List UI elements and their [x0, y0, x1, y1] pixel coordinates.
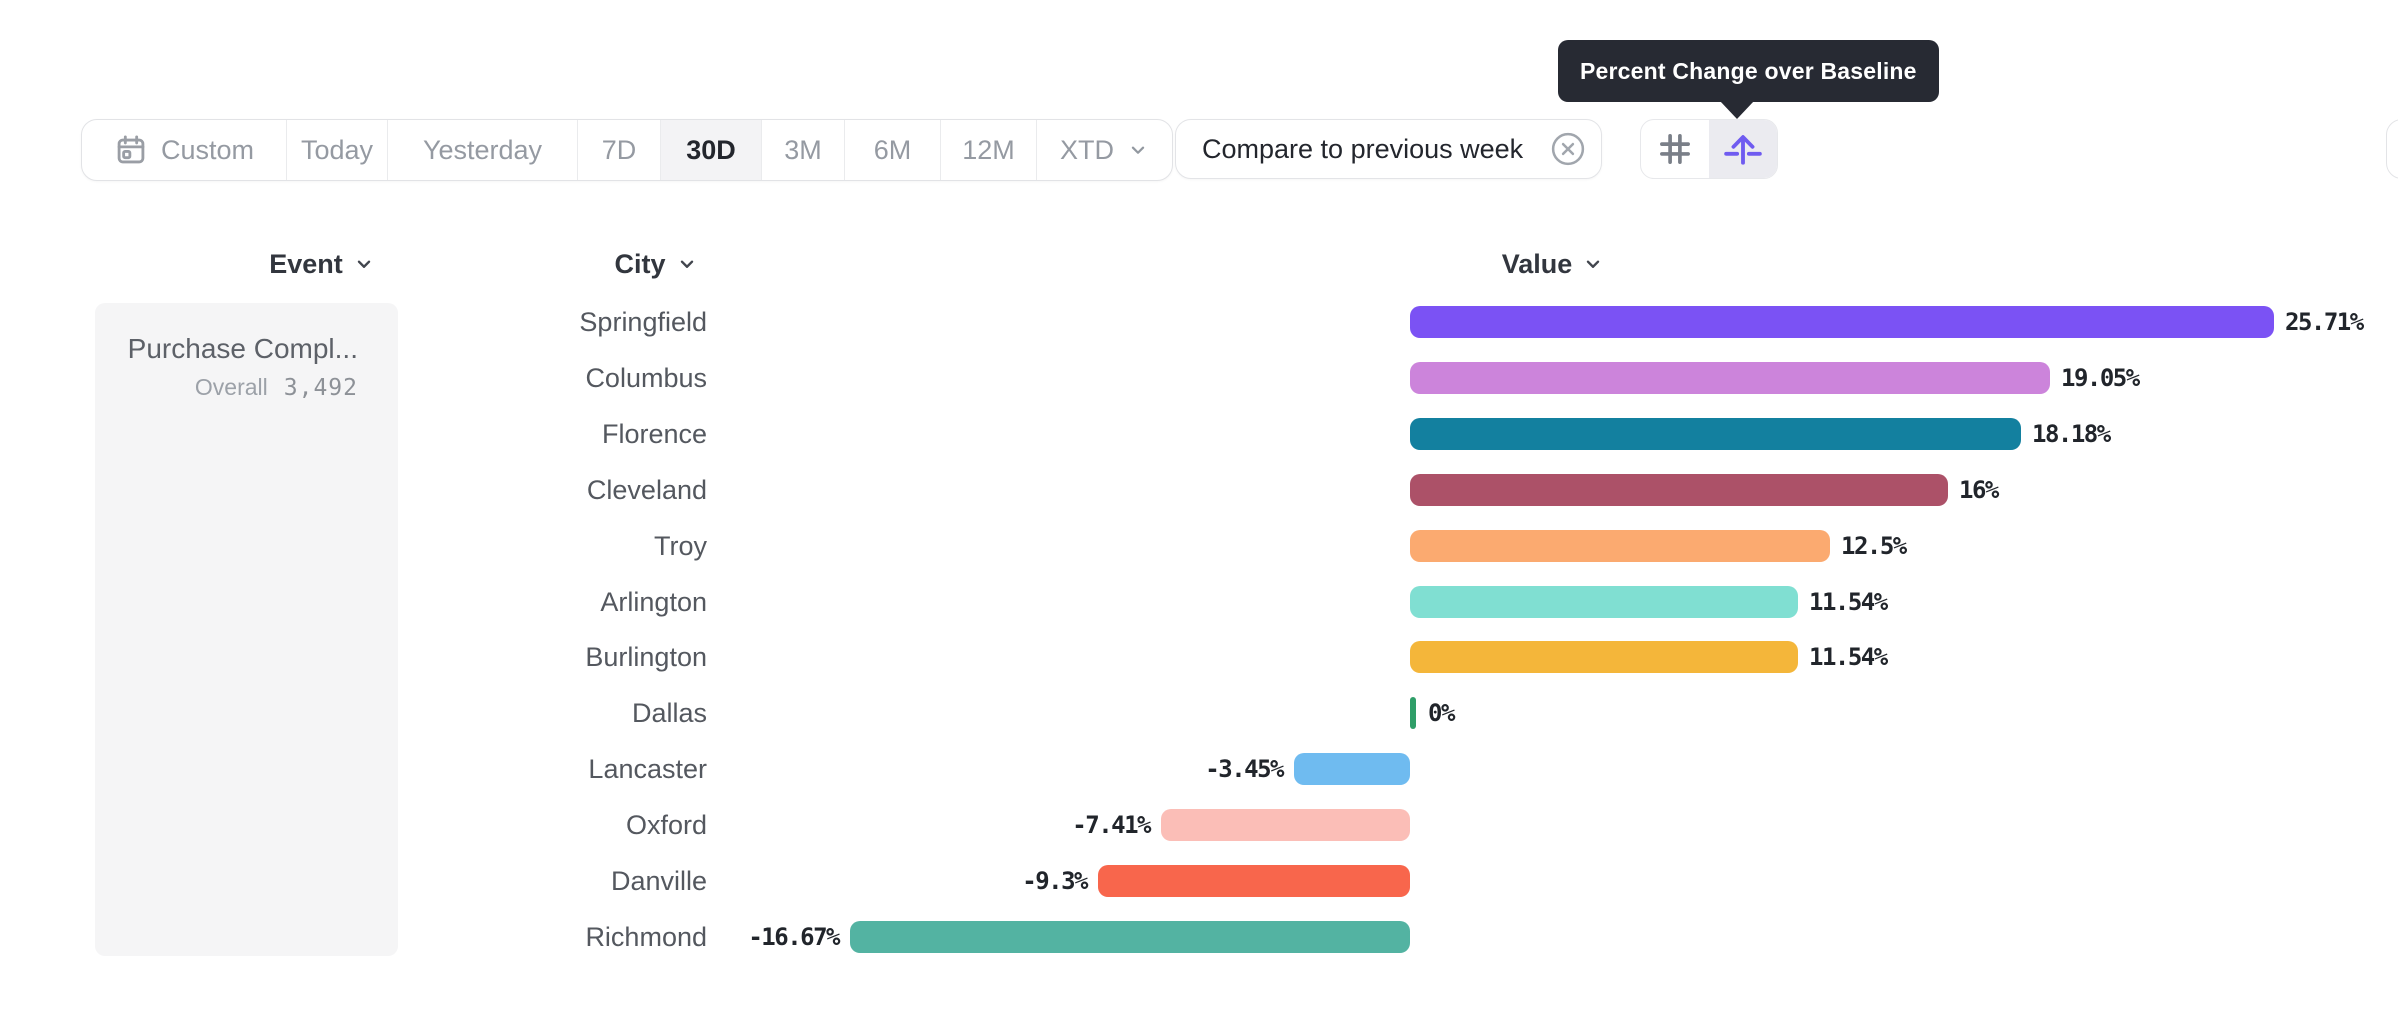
date-range-label: 6M — [873, 134, 912, 165]
arrow-up-baseline-icon — [1721, 127, 1765, 171]
calendar-icon — [114, 133, 148, 167]
city-label: Lancaster — [588, 754, 707, 784]
column-header-city[interactable]: City — [571, 247, 741, 281]
date-range-xtd[interactable]: XTD — [1036, 120, 1172, 180]
city-label: Florence — [601, 419, 707, 449]
date-range-label: Custom — [160, 134, 255, 165]
bar-danville[interactable] — [1098, 865, 1410, 897]
event-card[interactable]: Purchase Compl... Overall 3,492 — [95, 303, 398, 956]
date-range-6m[interactable]: 6M — [844, 120, 940, 180]
city-label: Cleveland — [586, 475, 707, 505]
date-range-label: 30D — [686, 134, 736, 165]
column-header-city-label: City — [614, 248, 666, 279]
date-range-12m[interactable]: 12M — [940, 120, 1036, 180]
city-label: Burlington — [585, 642, 707, 672]
tooltip: Percent Change over Baseline — [1558, 40, 1939, 102]
chevron-down-icon — [1127, 139, 1149, 161]
value-label: 19.05% — [2061, 364, 2140, 392]
bar-springfield[interactable] — [1410, 306, 2274, 338]
event-overall-value: 3,492 — [283, 375, 358, 401]
value-label: -16.67% — [748, 923, 840, 951]
bar-columbus[interactable] — [1410, 362, 2050, 394]
cutoff-button[interactable] — [2386, 119, 2398, 179]
view-toggle-group — [1640, 119, 1778, 179]
chevron-down-icon — [353, 253, 375, 275]
event-overall-label: Overall — [194, 374, 268, 400]
value-label: 12.5% — [1841, 532, 1907, 560]
compare-pill[interactable]: Compare to previous week — [1175, 119, 1602, 179]
city-label: Dallas — [631, 698, 707, 728]
value-label: 16% — [1959, 476, 1999, 504]
chevron-down-icon — [676, 253, 698, 275]
value-label: 11.54% — [1809, 643, 1888, 671]
date-range-3m[interactable]: 3M — [761, 120, 844, 180]
bar-dallas[interactable] — [1410, 697, 1416, 729]
value-label: 25.71% — [2285, 308, 2364, 336]
chevron-down-icon — [1582, 253, 1604, 275]
city-label: Richmond — [585, 922, 707, 952]
city-label: Springfield — [579, 307, 707, 337]
date-range-7d[interactable]: 7D — [577, 120, 660, 180]
date-range-control: Custom Today Yesterday 7D 30D 3M 6M 12M XTD — [81, 119, 1173, 181]
bar-burlington[interactable] — [1410, 641, 1798, 673]
column-header-value[interactable]: Value — [1468, 247, 1638, 281]
value-label: -3.45% — [1205, 755, 1284, 783]
tooltip-caret — [1720, 101, 1754, 119]
baseline-toggle[interactable] — [1709, 120, 1777, 178]
bar-cleveland[interactable] — [1410, 474, 1948, 506]
date-range-label: 7D — [601, 134, 637, 165]
column-header-event-label: Event — [269, 248, 343, 279]
column-header-value-label: Value — [1501, 248, 1573, 279]
hash-icon — [1654, 128, 1696, 170]
event-overall: Overall 3,492 — [115, 374, 358, 401]
date-range-label: 3M — [784, 134, 822, 165]
date-range-label: Yesterday — [422, 134, 543, 165]
value-label: 0% — [1428, 699, 1455, 727]
city-label: Danville — [610, 866, 707, 896]
city-label: Arlington — [600, 587, 707, 617]
city-label: Troy — [654, 531, 707, 561]
date-range-label: 12M — [962, 134, 1015, 165]
date-range-label: XTD — [1060, 134, 1114, 165]
date-range-yesterday[interactable]: Yesterday — [387, 120, 577, 180]
value-label: -7.41% — [1072, 811, 1151, 839]
date-range-label: Today — [300, 134, 374, 165]
bar-lancaster[interactable] — [1294, 753, 1410, 785]
city-label: Oxford — [625, 810, 707, 840]
bar-florence[interactable] — [1410, 418, 2021, 450]
tooltip-text: Percent Change over Baseline — [1580, 57, 1917, 84]
event-title: Purchase Compl... — [127, 333, 358, 364]
bar-troy[interactable] — [1410, 530, 1830, 562]
column-header-event[interactable]: Event — [237, 247, 407, 281]
bar-richmond[interactable] — [850, 921, 1410, 953]
compare-label: Compare to previous week — [1202, 133, 1524, 164]
circle-x-icon[interactable] — [1549, 130, 1587, 168]
bar-oxford[interactable] — [1161, 809, 1410, 841]
value-label: -9.3% — [1022, 867, 1088, 895]
city-label: Columbus — [585, 363, 707, 393]
date-range-custom[interactable]: Custom — [82, 120, 286, 180]
value-label: 11.54% — [1809, 588, 1888, 616]
grid-values-toggle[interactable] — [1641, 120, 1709, 178]
bar-arlington[interactable] — [1410, 586, 1798, 618]
date-range-today[interactable]: Today — [286, 120, 387, 180]
date-range-30d[interactable]: 30D — [660, 120, 761, 180]
value-label: 18.18% — [2032, 420, 2111, 448]
